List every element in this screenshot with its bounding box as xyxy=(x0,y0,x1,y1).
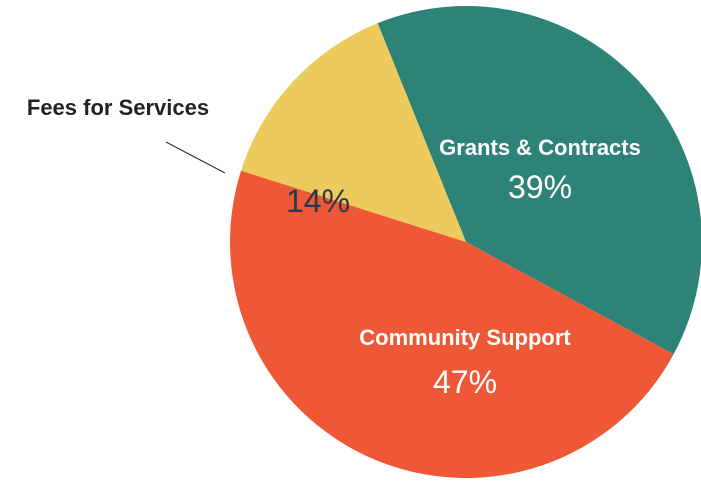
fees-for-services-percent: 14% xyxy=(286,183,350,219)
community-support-label: Community Support xyxy=(359,325,571,350)
community-support-slice xyxy=(230,170,674,478)
fees-callout-line xyxy=(165,141,226,174)
grants-contracts-slice xyxy=(377,6,701,355)
grants-contracts-percent: 39% xyxy=(508,169,572,205)
grants-contracts-label: Grants & Contracts xyxy=(439,135,641,160)
fees-for-services-slice xyxy=(241,23,466,242)
community-support-percent: 47% xyxy=(433,364,497,400)
pie-slices xyxy=(230,6,701,478)
fees-for-services-callout-label: Fees for Services xyxy=(27,95,209,120)
